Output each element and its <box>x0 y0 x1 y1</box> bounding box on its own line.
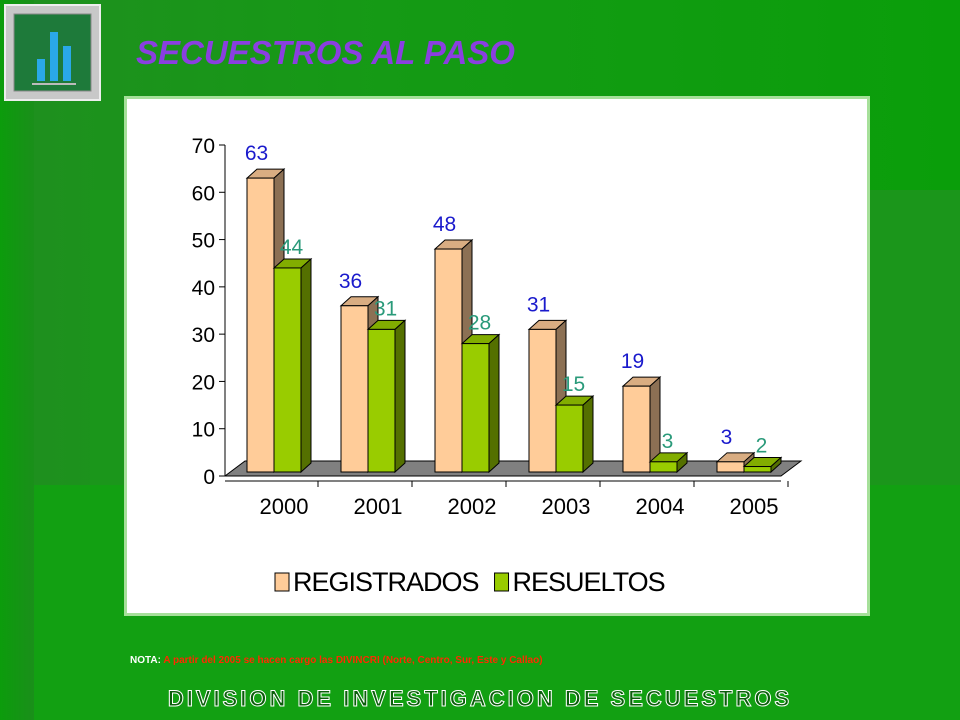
legend-swatch <box>274 572 290 592</box>
bar <box>272 257 313 474</box>
value-label: 15 <box>562 373 585 396</box>
bar <box>460 333 501 474</box>
y-tick-label: 30 <box>192 324 215 347</box>
y-tick-label: 50 <box>192 230 215 253</box>
x-tick-label: 2002 <box>448 494 497 519</box>
bar-front <box>367 328 396 473</box>
bar-side <box>394 319 406 474</box>
y-tick-label: 0 <box>203 466 215 489</box>
x-tick-label: 2000 <box>260 494 309 519</box>
bar <box>554 394 595 474</box>
bar-front <box>743 466 772 473</box>
bar-front <box>716 461 745 473</box>
legend-label: REGISTRADOS <box>293 567 479 597</box>
bar-front <box>649 461 678 473</box>
y-tick-label: 60 <box>192 182 215 205</box>
bar-side <box>300 257 312 474</box>
note-text: A partir del 2005 se hacen cargo las DIV… <box>163 655 543 666</box>
value-label: 19 <box>621 350 644 373</box>
bar-front <box>246 177 275 473</box>
legend-swatch <box>494 572 510 592</box>
bar-front <box>622 385 651 473</box>
value-label: 44 <box>280 236 304 259</box>
x-tick-label: 2001 <box>354 494 403 519</box>
footer: DIVISION DE INVESTIGACION DE SECUESTROS <box>167 686 793 712</box>
value-label: 31 <box>374 297 397 320</box>
value-label: 63 <box>245 142 268 165</box>
note-label: NOTA: <box>130 655 161 666</box>
x-tick-label: 2003 <box>542 494 591 519</box>
y-tick-label: 70 <box>192 135 215 158</box>
bar-front <box>340 305 369 473</box>
chart-icon <box>4 4 101 101</box>
note: NOTA: A partir del 2005 se hacen cargo l… <box>130 655 543 666</box>
bar-front <box>461 343 490 473</box>
y-tick-label: 40 <box>192 277 215 300</box>
value-label: 36 <box>339 270 362 293</box>
value-label: 2 <box>756 435 768 458</box>
bar-front <box>273 267 302 473</box>
bar-side <box>582 394 594 474</box>
x-tick-label: 2005 <box>730 494 779 519</box>
bar <box>742 456 783 474</box>
bar <box>366 319 407 474</box>
value-label: 28 <box>468 312 491 335</box>
bar-side <box>488 333 500 474</box>
bar <box>648 451 689 474</box>
value-label: 3 <box>721 426 733 449</box>
bar-front <box>555 404 584 473</box>
slide-title: SECUESTROS AL PASO <box>136 34 515 71</box>
value-label: 48 <box>433 213 456 236</box>
value-label: 31 <box>527 293 550 316</box>
legend-label: RESUELTOS <box>513 567 665 597</box>
y-tick-label: 10 <box>192 419 215 442</box>
background-band <box>0 0 34 720</box>
x-tick-label: 2004 <box>636 494 685 519</box>
value-label: 3 <box>662 430 674 453</box>
bar-front <box>528 328 557 473</box>
bar-front <box>434 248 463 473</box>
y-tick-label: 20 <box>192 371 215 394</box>
chart-panel: 0 10 20 30 40 50 60 70 2000 63 44 2001 36 31 2002 48 28 2… <box>124 96 870 616</box>
chart: 0 10 20 30 40 50 60 70 2000 63 44 2001 36 31 2002 48 28 2… <box>192 135 803 597</box>
